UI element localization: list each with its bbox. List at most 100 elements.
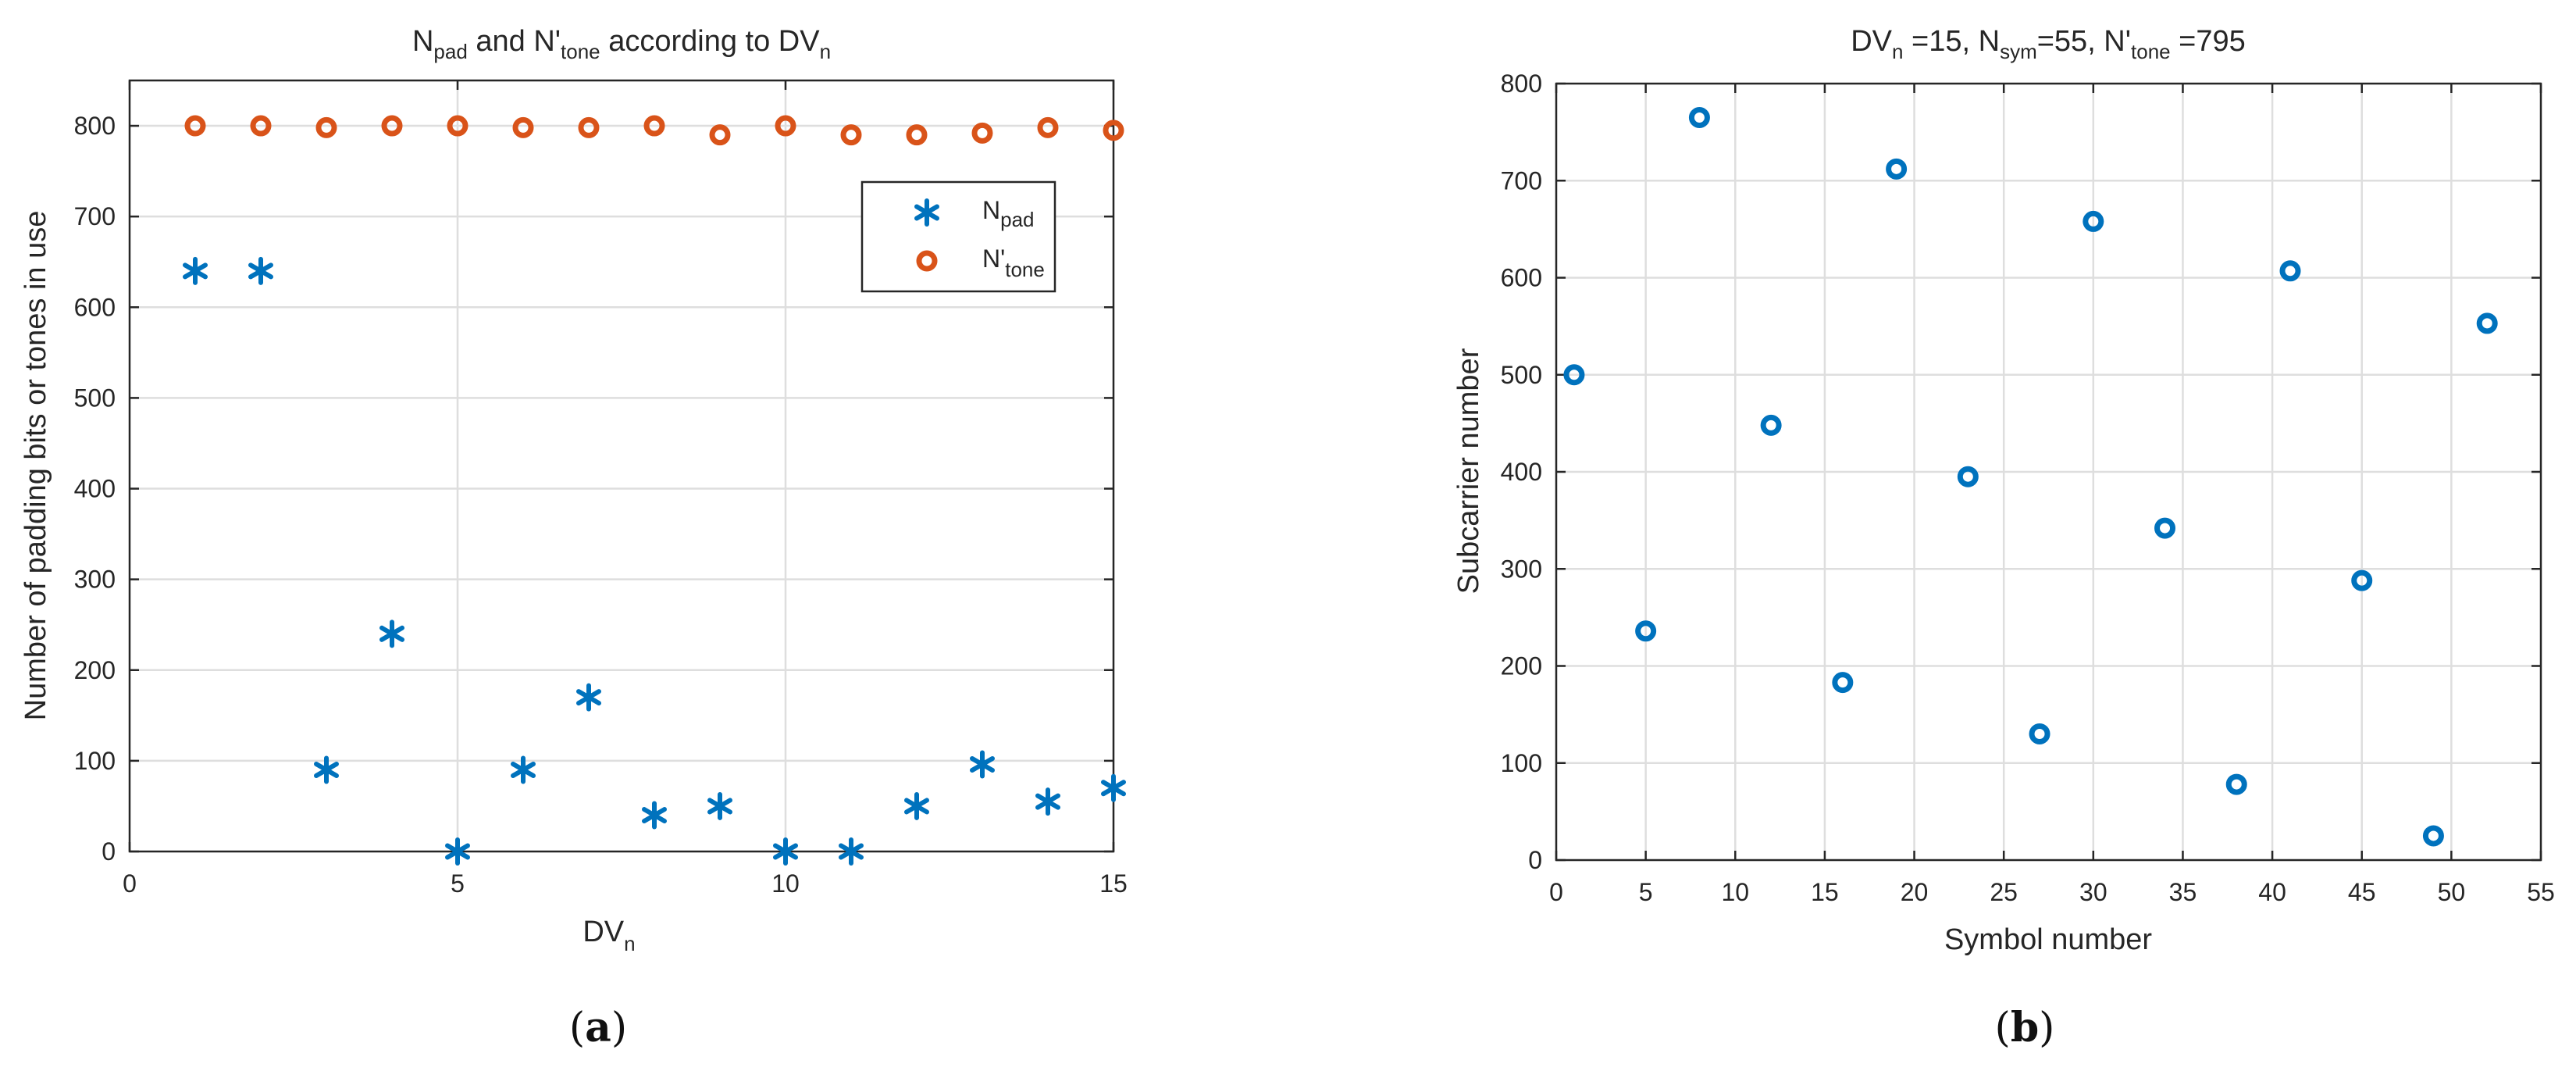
- point-a-n-pad-10: [839, 837, 864, 866]
- x-tick-label: 5: [451, 869, 465, 898]
- point-a-n-tone-0: [184, 115, 206, 137]
- x-tick-label: 5: [1639, 878, 1653, 906]
- point-a-n-pad-3: [379, 619, 404, 648]
- point-a-n-pad-11: [904, 791, 929, 820]
- chart-a: 0 5 10 15 0 100 200 300 400 500 600 700 800 Npad and…: [20, 25, 1128, 1051]
- y-tick-label: 100: [74, 747, 116, 775]
- x-tick-label: 30: [2079, 878, 2107, 906]
- point-a-n-tone-9: [775, 115, 796, 137]
- chart-a-legend: Npad N'tone: [860, 180, 1056, 293]
- point-b-subcarrier-2: [1688, 106, 1710, 128]
- caption-a: (a): [569, 1004, 627, 1051]
- point-a-n-tone-8: [709, 124, 731, 146]
- chart-a-grid: [130, 80, 1113, 851]
- x-tick-label: 40: [2258, 878, 2286, 906]
- chart-b: 0 5 10 15 20 25 30 35 40 45 50 55 0 100 200 300 400 500 60…: [1452, 25, 2555, 1051]
- point-b-subcarrier-3: [1760, 414, 1782, 436]
- point-a-n-pad-7: [642, 801, 667, 830]
- point-b-subcarrier-14: [2476, 312, 2498, 334]
- point-a-n-pad-4: [445, 837, 470, 866]
- point-b-subcarrier-11: [2279, 260, 2301, 282]
- x-tick-label: 20: [1901, 878, 1929, 906]
- point-b-subcarrier-13: [2422, 825, 2444, 847]
- point-a-n-tone-6: [578, 116, 600, 138]
- point-b-subcarrier-0: [1563, 364, 1585, 386]
- y-tick-label: 100: [1501, 749, 1542, 777]
- point-a-n-tone-3: [381, 115, 403, 137]
- chart-b-title: DVn =15, Nsym=55, N'tone =795: [1851, 25, 2246, 63]
- chart-a-axes-box: [128, 79, 1115, 853]
- point-a-n-tone-4: [447, 115, 469, 137]
- chart-b-xlabel: Symbol number: [1944, 923, 2152, 956]
- point-b-subcarrier-1: [1635, 620, 1657, 642]
- point-a-n-pad-8: [707, 791, 732, 820]
- legend-marker-ntone: [916, 250, 938, 272]
- y-tick-label: 500: [1501, 361, 1542, 389]
- point-b-subcarrier-7: [2029, 723, 2050, 744]
- chart-b-ticks: 0 5 10 15 20 25 30 35 40 45 50 55 0 100 200 300 400 500 60…: [1501, 70, 2555, 906]
- x-tick-label: 0: [123, 869, 137, 898]
- y-tick-label: 600: [74, 293, 116, 321]
- x-tick-label: 15: [1811, 878, 1839, 906]
- x-tick-label: 25: [1990, 878, 2018, 906]
- x-tick-label: 55: [2527, 878, 2555, 906]
- point-a-n-pad-1: [248, 256, 273, 285]
- point-a-n-tone-10: [840, 124, 862, 146]
- y-tick-label: 600: [1501, 264, 1542, 292]
- chart-a-points: [183, 115, 1126, 866]
- point-a-n-pad-0: [183, 256, 208, 285]
- point-b-subcarrier-8: [2083, 210, 2104, 232]
- point-a-n-tone-2: [315, 116, 337, 138]
- point-a-n-tone-11: [906, 124, 928, 146]
- y-tick-label: 500: [74, 384, 116, 412]
- chart-b-points: [1563, 106, 2498, 847]
- point-a-n-tone-12: [971, 122, 993, 144]
- point-b-subcarrier-10: [2225, 773, 2247, 795]
- x-tick-label: 50: [2438, 878, 2466, 906]
- y-tick-label: 400: [1501, 458, 1542, 486]
- chart-b-grid: [1556, 84, 2541, 860]
- point-a-n-pad-9: [773, 837, 798, 866]
- point-a-n-pad-12: [970, 750, 995, 779]
- x-tick-label: 10: [1721, 878, 1749, 906]
- y-tick-label: 0: [1528, 846, 1542, 874]
- y-tick-label: 300: [1501, 555, 1542, 583]
- x-tick-label: 45: [2348, 878, 2376, 906]
- point-a-n-pad-2: [314, 755, 339, 784]
- caption-b: (b): [1995, 1004, 2055, 1051]
- y-tick-label: 800: [1501, 70, 1542, 98]
- point-b-subcarrier-12: [2351, 569, 2373, 591]
- chart-b-ylabel: Subcarrier number: [1452, 348, 1485, 594]
- point-a-n-tone-7: [643, 115, 665, 137]
- y-tick-label: 0: [102, 837, 116, 866]
- point-a-n-tone-1: [250, 115, 272, 137]
- x-tick-label: 15: [1099, 869, 1128, 898]
- legend-entry-ntone: N'tone: [982, 245, 1045, 281]
- point-a-n-pad-14: [1101, 773, 1126, 802]
- y-tick-label: 300: [74, 566, 116, 594]
- x-tick-label: 0: [1549, 878, 1563, 906]
- point-a-n-pad-13: [1035, 787, 1060, 816]
- chart-a-title: Npad and N'tone according to DVn: [412, 25, 831, 63]
- legend-marker-npad: [914, 198, 939, 227]
- chart-a-xlabel: DVn: [583, 916, 635, 955]
- y-tick-label: 800: [74, 112, 116, 140]
- legend-entry-npad: Npad: [982, 196, 1035, 231]
- y-tick-label: 700: [74, 202, 116, 230]
- point-a-n-pad-6: [576, 683, 601, 712]
- point-b-subcarrier-6: [1957, 466, 1979, 487]
- x-tick-label: 10: [771, 869, 800, 898]
- x-tick-label: 35: [2169, 878, 2197, 906]
- point-a-n-tone-5: [512, 116, 534, 138]
- point-a-n-pad-5: [511, 755, 536, 784]
- y-tick-label: 400: [74, 475, 116, 503]
- y-tick-label: 700: [1501, 166, 1542, 195]
- legend-box: [860, 180, 1056, 293]
- chart-a-ylabel: Number of padding bits or tones in use: [20, 211, 52, 721]
- point-b-subcarrier-5: [1886, 158, 1908, 180]
- chart-b-axes-box: [1555, 82, 2542, 862]
- y-tick-label: 200: [1501, 652, 1542, 680]
- point-b-subcarrier-9: [2154, 517, 2176, 539]
- point-a-n-tone-14: [1103, 120, 1124, 141]
